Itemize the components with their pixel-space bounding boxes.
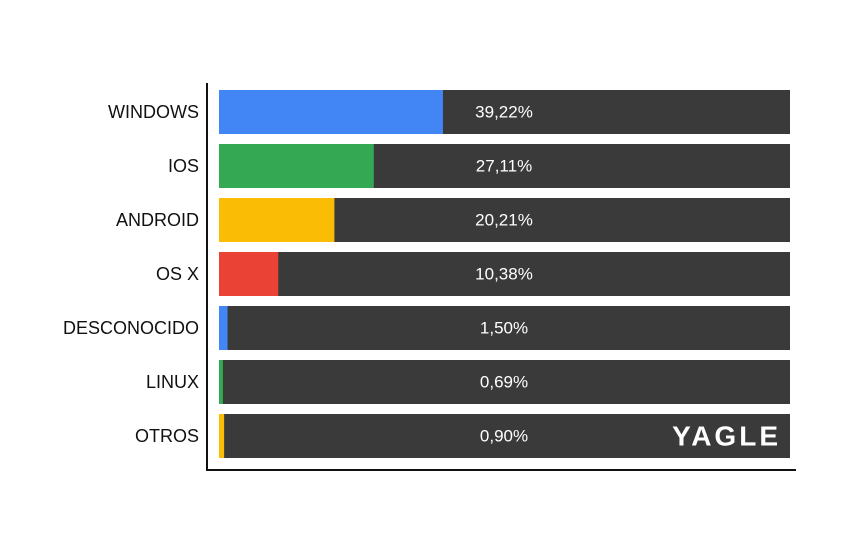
value-label: 0,90% — [480, 426, 528, 445]
category-label: LINUX — [146, 372, 199, 392]
category-label: OTROS — [135, 426, 199, 446]
value-label: 0,69% — [480, 372, 528, 391]
bar-track — [219, 360, 790, 404]
bar — [219, 414, 225, 458]
bar — [219, 144, 374, 188]
category-label: IOS — [168, 156, 199, 176]
bar-track — [219, 306, 790, 350]
bar — [219, 306, 228, 350]
category-label: WINDOWS — [108, 102, 199, 122]
value-label: 20,21% — [475, 210, 533, 229]
value-label: 10,38% — [475, 264, 533, 283]
bar — [219, 90, 443, 134]
bar — [219, 198, 335, 242]
category-label: ANDROID — [116, 210, 199, 230]
bar-track — [219, 252, 790, 296]
bar — [219, 360, 223, 404]
bar-track — [219, 414, 790, 458]
value-label: 39,22% — [475, 102, 533, 121]
bar — [219, 252, 279, 296]
category-label: OS X — [156, 264, 199, 284]
value-label: 27,11% — [476, 156, 532, 175]
value-label: 1,50% — [480, 318, 528, 337]
watermark: YAGLE — [672, 420, 781, 451]
category-label: DESCONOCIDO — [63, 318, 199, 338]
